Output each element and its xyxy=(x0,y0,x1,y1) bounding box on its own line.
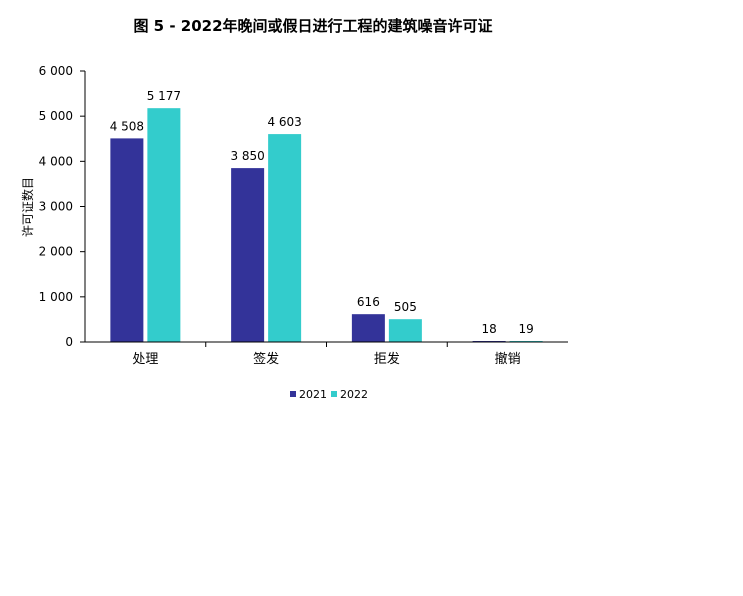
legend-label-2021: 2021 xyxy=(299,388,327,401)
data-label-2022-3: 19 xyxy=(518,322,533,336)
x-category-label: 处理 xyxy=(132,352,158,367)
bars-group xyxy=(110,108,543,342)
y-tick-label: 2 000 xyxy=(39,245,73,259)
y-tick-label: 0 xyxy=(65,335,73,349)
legend-label-2022: 2022 xyxy=(340,388,368,401)
y-axis-title: 许可证数目 xyxy=(20,177,35,237)
legend-swatch-2022 xyxy=(331,391,337,397)
data-labels-group: 4 508 5 177 3 850 4 603 616 505 18 19 xyxy=(110,89,534,336)
y-axis: 0 1 000 2 000 3 000 4 000 5 000 6 000 xyxy=(39,64,85,349)
data-label-2022-0: 5 177 xyxy=(147,89,181,103)
y-tick-label: 4 000 xyxy=(39,154,73,168)
x-category-label: 撤销 xyxy=(495,351,521,367)
data-label-2021-0: 4 508 xyxy=(110,119,144,133)
bar-2022-1 xyxy=(268,134,302,342)
y-tick-label: 3 000 xyxy=(39,200,73,214)
data-label-2021-3: 18 xyxy=(481,322,496,336)
data-label-2022-1: 4 603 xyxy=(267,115,301,129)
data-label-2021-1: 3 850 xyxy=(230,149,264,163)
x-axis: 处理 签发 拒发 撤销 xyxy=(132,342,521,367)
y-tick-label: 1 000 xyxy=(39,290,73,304)
bar-2021-0 xyxy=(110,138,144,342)
y-tick-label: 6 000 xyxy=(39,64,73,78)
data-label-2022-2: 505 xyxy=(394,300,417,314)
data-label-2021-2: 616 xyxy=(357,295,380,309)
bar-2021-2 xyxy=(351,314,385,342)
y-tick-label: 5 000 xyxy=(39,109,73,123)
legend-swatch-2021 xyxy=(290,391,296,397)
chart-title: 图 5 - 2022年晚间或假日进行工程的建筑噪音许可证 xyxy=(133,17,492,35)
bar-2022-0 xyxy=(147,108,181,342)
x-category-label: 签发 xyxy=(253,351,279,367)
bar-2021-1 xyxy=(231,168,265,342)
x-category-label: 拒发 xyxy=(374,351,400,367)
bar-2022-2 xyxy=(388,319,422,342)
legend: 2021 2022 xyxy=(290,388,368,401)
